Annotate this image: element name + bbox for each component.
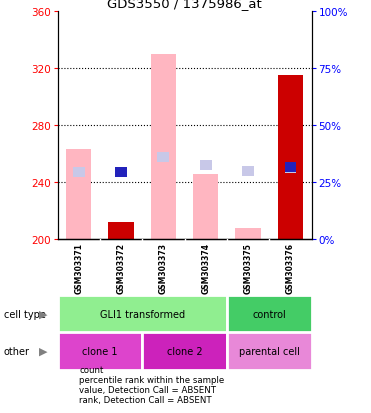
Bar bbox=[278, 76, 303, 240]
Bar bbox=[115, 168, 127, 178]
Text: value, Detection Call = ABSENT: value, Detection Call = ABSENT bbox=[79, 385, 216, 394]
Bar bbox=[151, 55, 176, 240]
Text: GSM303376: GSM303376 bbox=[286, 242, 295, 293]
Text: control: control bbox=[252, 309, 286, 319]
Text: cell type: cell type bbox=[4, 309, 46, 319]
Bar bbox=[285, 162, 296, 172]
Title: GDS3550 / 1375986_at: GDS3550 / 1375986_at bbox=[107, 0, 262, 10]
Bar bbox=[73, 168, 85, 178]
Bar bbox=[58, 332, 142, 370]
Text: parental cell: parental cell bbox=[239, 346, 300, 356]
Text: other: other bbox=[4, 346, 30, 356]
Bar bbox=[108, 223, 134, 240]
Text: GSM303374: GSM303374 bbox=[201, 242, 210, 293]
Bar bbox=[227, 332, 312, 370]
Bar bbox=[142, 332, 227, 370]
Text: GLI1 transformed: GLI1 transformed bbox=[100, 309, 185, 319]
Bar bbox=[227, 295, 312, 332]
Text: rank, Detection Call = ABSENT: rank, Detection Call = ABSENT bbox=[79, 395, 211, 404]
Text: GSM303375: GSM303375 bbox=[244, 242, 253, 293]
Text: GSM303373: GSM303373 bbox=[159, 242, 168, 293]
Bar bbox=[58, 295, 227, 332]
Bar bbox=[66, 150, 91, 240]
Bar bbox=[157, 152, 169, 162]
Text: count: count bbox=[79, 366, 104, 375]
Text: clone 1: clone 1 bbox=[82, 346, 118, 356]
Text: percentile rank within the sample: percentile rank within the sample bbox=[79, 375, 224, 385]
Text: GSM303372: GSM303372 bbox=[116, 242, 125, 293]
Bar bbox=[285, 164, 296, 173]
Bar bbox=[193, 174, 219, 240]
Text: clone 2: clone 2 bbox=[167, 346, 203, 356]
Bar bbox=[242, 166, 254, 176]
Text: ▶: ▶ bbox=[39, 346, 47, 356]
Text: ▶: ▶ bbox=[39, 309, 47, 319]
Text: GSM303371: GSM303371 bbox=[74, 242, 83, 293]
Bar bbox=[236, 228, 261, 240]
Bar bbox=[200, 161, 212, 171]
